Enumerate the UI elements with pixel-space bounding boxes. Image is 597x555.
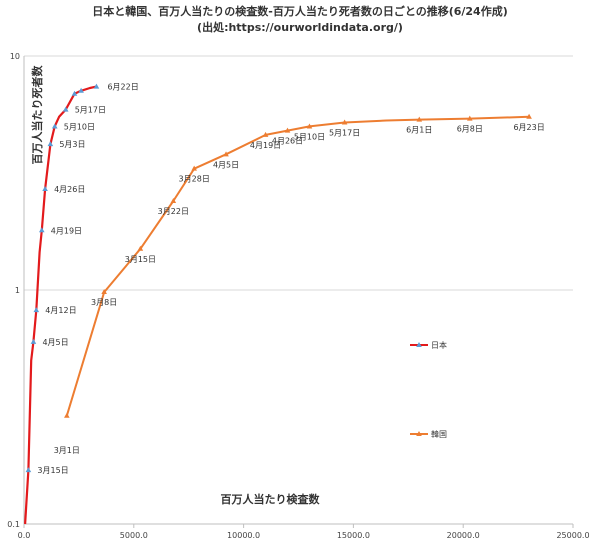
x-tick-label: 20000.0 <box>447 531 480 540</box>
data-label: 6月8日 <box>457 125 483 134</box>
data-label: 4月19日 <box>51 226 82 235</box>
data-point <box>416 116 423 122</box>
data-point <box>78 87 84 93</box>
data-point <box>101 289 107 295</box>
y-tick-label: 1 <box>15 286 20 295</box>
data-point <box>62 106 69 112</box>
data-label: 5月10日 <box>294 132 325 141</box>
data-label: 3月28日 <box>179 175 210 184</box>
x-tick-label: 25000.0 <box>556 531 589 540</box>
chart-subtitle: (出処:https://ourworldindata.org/) <box>197 20 403 34</box>
data-label: 5月10日 <box>64 122 95 131</box>
data-label: 6月1日 <box>406 126 432 135</box>
data-point <box>341 119 348 125</box>
data-labels: 3月15日4月5日4月12日4月19日4月26日5月3日5月10日5月17日6月… <box>37 83 544 475</box>
data-point <box>51 123 58 129</box>
series-markers <box>25 83 532 473</box>
data-point <box>38 227 45 233</box>
data-label: 6月22日 <box>107 83 138 92</box>
series-lines <box>24 85 530 525</box>
data-label: 4月26日 <box>272 137 303 146</box>
grid-lines <box>24 55 573 291</box>
x-tick-label: 10000.0 <box>227 531 260 540</box>
data-point <box>93 83 100 89</box>
data-point <box>47 141 54 147</box>
data-point <box>64 412 70 418</box>
data-label: 4月5日 <box>213 160 239 169</box>
series-line-1 <box>65 115 530 417</box>
series-line-0 <box>24 85 97 525</box>
x-tick-label: 0.0 <box>18 531 31 540</box>
data-label: 4月19日 <box>250 141 281 150</box>
data-label: 3月1日 <box>54 446 80 455</box>
data-point <box>466 115 473 121</box>
data-label: 5月3日 <box>59 140 85 149</box>
axes <box>23 56 574 528</box>
legend-marker <box>416 342 422 347</box>
data-point <box>262 131 269 137</box>
data-point <box>30 338 37 344</box>
data-point <box>33 307 40 313</box>
data-label: 3月15日 <box>125 255 156 264</box>
x-tick-label: 5000.0 <box>120 531 148 540</box>
y-tick-label: 0.1 <box>7 520 20 529</box>
data-label: 5月17日 <box>329 128 360 137</box>
data-label: 6月23日 <box>513 123 544 132</box>
data-label: 3月22日 <box>158 207 189 216</box>
legend-label: 韓国 <box>431 429 447 439</box>
data-label: 3月15日 <box>37 466 68 475</box>
data-point <box>137 245 144 251</box>
x-tick-label: 15000.0 <box>337 531 370 540</box>
data-point <box>170 198 177 204</box>
legend-marker <box>416 431 422 436</box>
data-point <box>284 127 291 133</box>
tick-labels: 0.1 1 10 0.0 5000.0 10000.0 15000.0 20000.0 2500… <box>7 52 589 540</box>
data-point <box>25 467 32 473</box>
data-label: 5月17日 <box>75 106 106 115</box>
data-point <box>526 113 532 119</box>
chart-title: 日本と韓国、百万人当たりの検査数-百万人当たり死者数の日ごとの推移(6/24作成… <box>92 4 508 18</box>
data-point <box>71 90 78 96</box>
x-axis-title: 百万人当たり検査数 <box>221 492 321 506</box>
data-label: 4月12日 <box>45 306 76 315</box>
data-point <box>191 165 197 171</box>
y-tick-label: 10 <box>10 52 20 61</box>
data-point <box>42 186 48 192</box>
data-label: 4月5日 <box>42 338 68 347</box>
data-label: 3月8日 <box>91 298 117 307</box>
legend-label: 日本 <box>431 340 447 350</box>
data-label: 4月26日 <box>54 185 85 194</box>
data-point <box>306 123 313 129</box>
data-point <box>223 151 229 157</box>
y-axis-title: 百万人当たり死者数 <box>30 65 44 165</box>
